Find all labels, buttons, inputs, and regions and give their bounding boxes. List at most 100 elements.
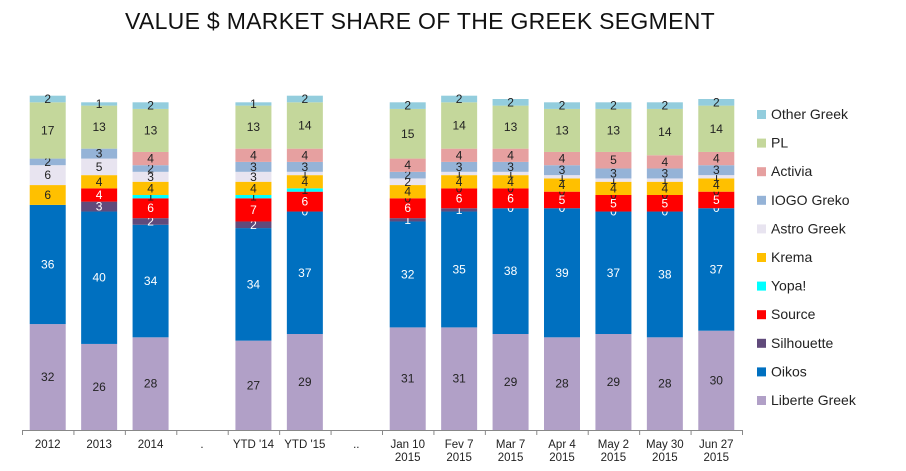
x-tick-label: Fev 7 [445, 439, 474, 451]
data-label: 1 [147, 190, 154, 204]
bar-segment-krema [441, 175, 478, 189]
data-label: 38 [504, 264, 518, 278]
bar-segment-krema [235, 181, 272, 195]
legend-label-source: Source [771, 306, 816, 322]
data-label: 5 [610, 196, 617, 210]
bar-segment-liberte-greek [646, 337, 683, 430]
x-tick-label: Apr 4 [548, 439, 576, 451]
legend-swatch-oikos [757, 367, 766, 377]
data-label: 1 [302, 183, 309, 197]
data-label: 4 [456, 175, 463, 189]
legend-label-silhouette: Silhouette [771, 335, 833, 351]
bar-segment-krema [698, 178, 735, 192]
data-label: 28 [555, 377, 569, 391]
bar-segment-liberte-greek [389, 327, 426, 430]
data-label: 2 [404, 175, 411, 189]
data-label: 2 [713, 95, 720, 109]
data-label: 3 [250, 160, 257, 174]
data-label: 3 [610, 166, 617, 180]
bar-segment-astro-greek [81, 158, 118, 176]
bar-segment-activia [235, 148, 272, 162]
bar-segment-activia [389, 158, 426, 172]
data-label: 1 [96, 97, 103, 111]
x-tick-label: 2015 [601, 452, 627, 464]
x-tick-label: 2013 [86, 439, 112, 451]
bar-segment-other-greek [441, 95, 478, 103]
bar-segment-liberte-greek [595, 334, 632, 430]
bar-segment-iogo-greko [544, 165, 580, 176]
bar-segment-other-greek [81, 102, 118, 106]
bar-segment-iogo-greko [441, 161, 478, 172]
data-label: 1 [507, 166, 514, 180]
legend-swatch-pl [757, 138, 766, 148]
bar-segment-source [698, 191, 735, 209]
bar-segment-astro-greek [646, 178, 683, 182]
bar-segment-other-greek [286, 95, 323, 103]
data-label: 14 [298, 118, 312, 132]
bar-segment-activia [286, 148, 323, 162]
data-label: 30 [710, 373, 724, 387]
data-label: 5 [559, 193, 566, 207]
bar-segment-astro-greek [595, 178, 632, 182]
bar-segment-pl [441, 102, 478, 149]
bar-segment-astro-greek [132, 171, 169, 182]
data-label: 38 [658, 267, 672, 281]
data-label: 2 [559, 99, 566, 113]
data-label: 3 [559, 163, 566, 177]
data-label: 2 [147, 214, 154, 228]
bar-segment-liberte-greek [132, 337, 169, 430]
bar-segment-astro-greek [235, 171, 272, 182]
data-label: 4 [404, 158, 411, 172]
bar-segment-oikos [595, 211, 632, 335]
bar-segment-iogo-greko [81, 148, 118, 159]
bar-segment-astro-greek [441, 171, 478, 176]
data-label: 5 [610, 153, 617, 167]
bar-segment-source [544, 191, 580, 209]
data-label: 34 [247, 277, 261, 291]
data-label: 4 [662, 181, 669, 195]
data-label: 5 [662, 196, 669, 210]
bar-segment-other-greek [646, 102, 683, 109]
data-label: 17 [41, 123, 55, 137]
data-label: 13 [607, 123, 621, 137]
x-tick-label: 2015 [498, 452, 524, 464]
data-label: 3 [96, 147, 103, 161]
data-label: 13 [144, 123, 158, 137]
data-label: 36 [41, 258, 55, 272]
bar-segment-pl [595, 108, 632, 152]
bar-segment-activia [492, 148, 529, 162]
bar-segment-oikos [132, 224, 169, 338]
data-label: 29 [504, 375, 518, 389]
bar-segment-pl [286, 102, 323, 149]
data-label: 2 [404, 168, 411, 182]
bar-segment-iogo-greko [595, 168, 632, 179]
data-label: 4 [250, 148, 257, 162]
bar-segment-source [595, 194, 632, 212]
bar-segment-liberte-greek [492, 334, 529, 430]
x-tick-label: Jun 27 [699, 439, 734, 451]
data-label: 1 [662, 173, 669, 187]
bar-segment-activia [595, 151, 632, 169]
data-label: 2 [44, 155, 51, 169]
bar-segment-source [441, 188, 478, 209]
legend-label-activia: Activia [771, 163, 812, 179]
data-label: 39 [555, 266, 569, 280]
bar-segment-astro-greek [492, 171, 529, 176]
data-label: 4 [302, 148, 309, 162]
data-label: 28 [658, 377, 672, 391]
bar-segment-liberte-greek [544, 337, 580, 430]
data-label: 6 [302, 195, 309, 209]
legend-swatch-source [757, 310, 766, 320]
bar-segment-liberte-greek [286, 334, 323, 430]
data-label: 1 [250, 190, 257, 204]
data-label: 15 [401, 127, 415, 141]
data-label: 3 [456, 160, 463, 174]
data-label: 4 [147, 181, 154, 195]
legend-swatch-other-greek [757, 110, 766, 119]
bar-segment-oikos [698, 208, 735, 331]
data-label: 37 [710, 262, 724, 276]
bar-segment-iogo-greko [646, 168, 683, 179]
bar-segment-other-greek [29, 95, 66, 103]
bar-segment-silhouette [81, 201, 118, 212]
legend-swatch-yopa- [757, 281, 766, 291]
